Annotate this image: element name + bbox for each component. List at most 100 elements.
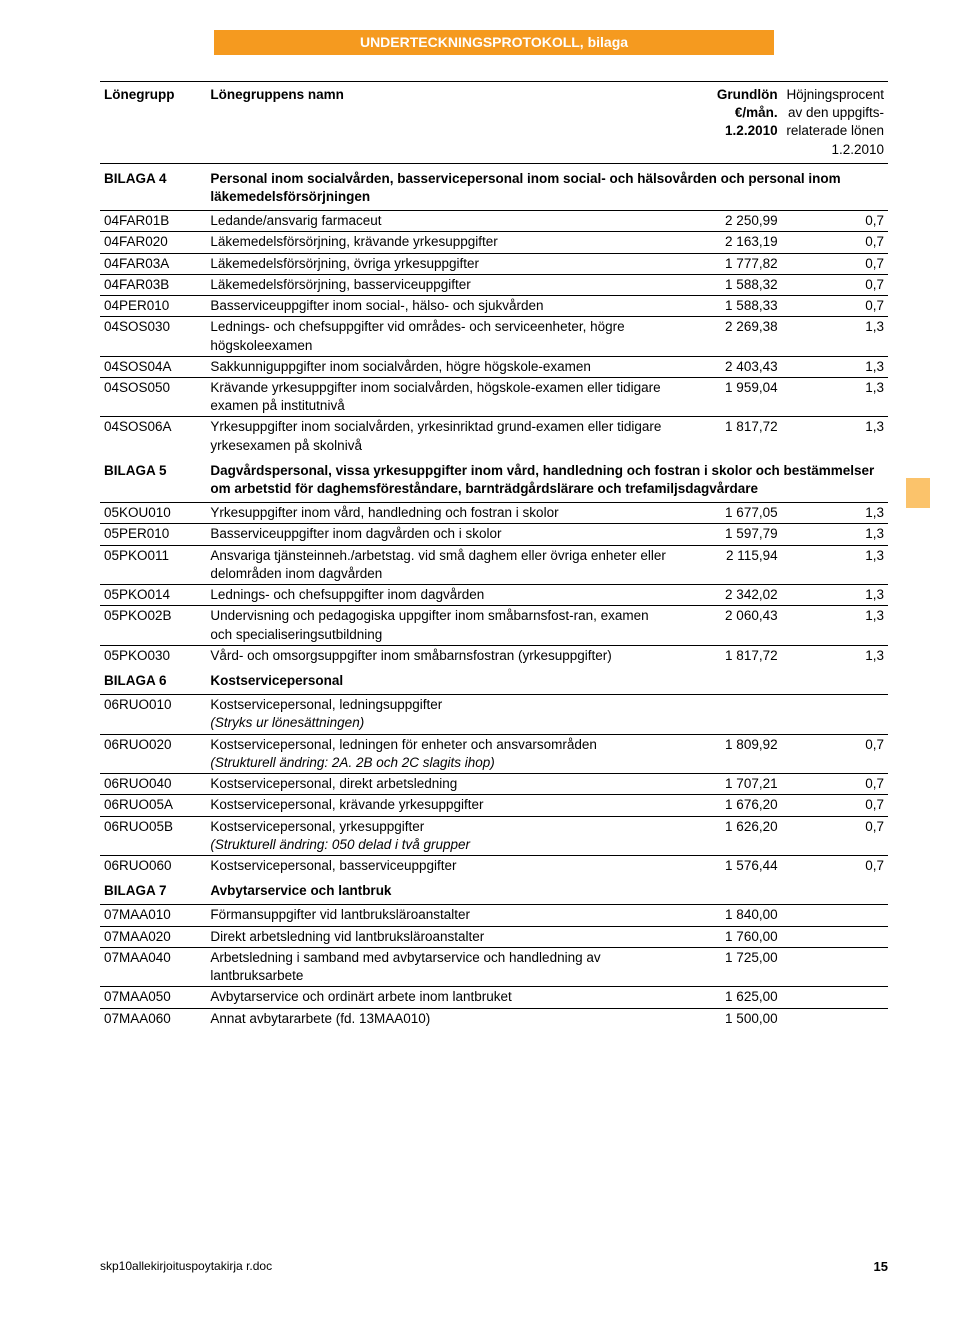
- section-header: BILAGA 7Avbytarservice och lantbruk: [100, 876, 888, 905]
- row-desc: Arbetsledning i samband med avbytarservi…: [206, 947, 671, 986]
- table-row: 04FAR03BLäkemedelsförsörjning, basservic…: [100, 274, 888, 295]
- row-value-2: 0,7: [782, 795, 888, 816]
- table-row: 06RUO05AKostservicepersonal, krävande yr…: [100, 795, 888, 816]
- row-value-2: 1,3: [782, 417, 888, 456]
- row-code: 06RUO040: [100, 774, 206, 795]
- row-value-1: 1 817,72: [671, 645, 781, 666]
- row-value-1: 2 403,43: [671, 356, 781, 377]
- row-value-2: 0,7: [782, 253, 888, 274]
- row-value-1: 2 250,99: [671, 211, 781, 232]
- row-note: (Stryks ur lönesättningen): [210, 715, 364, 730]
- row-value-1: 1 777,82: [671, 253, 781, 274]
- row-value-2: 0,7: [782, 211, 888, 232]
- row-value-2: [782, 1008, 888, 1029]
- table-row: 04SOS06AYrkesuppgifter inom socialvården…: [100, 417, 888, 456]
- footer-filename: skp10allekirjoituspoytakirja r.doc: [100, 1259, 272, 1273]
- table-row: 06RUO040Kostservicepersonal, direkt arbe…: [100, 774, 888, 795]
- row-value-1: 2 342,02: [671, 585, 781, 606]
- hdr-name: Lönegruppens namn: [206, 81, 671, 163]
- row-code: 06RUO05A: [100, 795, 206, 816]
- table-row: 05PKO030Vård- och omsorgsuppgifter inom …: [100, 645, 888, 666]
- row-value-1: 1 817,72: [671, 417, 781, 456]
- row-value-1: 2 269,38: [671, 317, 781, 356]
- row-code: 06RUO010: [100, 695, 206, 734]
- row-desc: Kostservicepersonal, yrkesuppgifter(Stru…: [206, 816, 671, 855]
- row-note: (Strukturell ändring: 050 delad i två gr…: [210, 837, 470, 852]
- row-desc: Läkemedelsförsörjning, övriga yrkesuppgi…: [206, 253, 671, 274]
- table-row: 06RUO060Kostservicepersonal, basserviceu…: [100, 855, 888, 876]
- section-code: BILAGA 4: [100, 163, 206, 210]
- row-desc: Annat avbytararbete (fd. 13MAA010): [206, 1008, 671, 1029]
- row-value-2: [782, 947, 888, 986]
- row-desc: Kostservicepersonal, ledningen för enhet…: [206, 734, 671, 773]
- page-number: 15: [874, 1258, 888, 1276]
- row-code: 06RUO05B: [100, 816, 206, 855]
- row-value-2: 0,7: [782, 816, 888, 855]
- row-desc: Undervisning och pedagogiska uppgifter i…: [206, 606, 671, 645]
- row-note: (Strukturell ändring: 2A. 2B och 2C slag…: [210, 755, 494, 770]
- footer: skp10allekirjoituspoytakirja r.doc 15: [100, 1258, 888, 1274]
- row-desc: Basserviceuppgifter inom dagvården och i…: [206, 524, 671, 545]
- row-code: 04FAR020: [100, 232, 206, 253]
- section-title: Personal inom socialvården, basservicepe…: [206, 163, 888, 210]
- row-code: 06RUO060: [100, 855, 206, 876]
- row-value-2: [782, 905, 888, 926]
- row-desc: Kostservicepersonal, basserviceuppgifter: [206, 855, 671, 876]
- row-value-2: 1,3: [782, 317, 888, 356]
- row-value-1: 1 588,32: [671, 274, 781, 295]
- table-row: 05PKO011Ansvariga tjänsteinneh./arbetsta…: [100, 545, 888, 584]
- row-desc: Vård- och omsorgsuppgifter inom småbarns…: [206, 645, 671, 666]
- row-code: 04SOS04A: [100, 356, 206, 377]
- row-code: 05PER010: [100, 524, 206, 545]
- row-value-2: 0,7: [782, 232, 888, 253]
- table-row: 04FAR020Läkemedelsförsörjning, krävande …: [100, 232, 888, 253]
- section-title: Dagvårdspersonal, vissa yrkesuppgifter i…: [206, 456, 888, 503]
- section-header: BILAGA 4Personal inom socialvården, bass…: [100, 163, 888, 210]
- row-value-1: 1 576,44: [671, 855, 781, 876]
- row-code: 07MAA050: [100, 987, 206, 1008]
- salary-table: Lönegrupp Lönegruppens namn Grundlön €/m…: [100, 81, 888, 1029]
- table-row: 06RUO020Kostservicepersonal, ledningen f…: [100, 734, 888, 773]
- row-value-1: 1 676,20: [671, 795, 781, 816]
- row-desc: Förmansuppgifter vid lantbruksläroanstal…: [206, 905, 671, 926]
- row-desc: Kostservicepersonal, krävande yrkesuppgi…: [206, 795, 671, 816]
- row-value-2: 1,3: [782, 545, 888, 584]
- document-page: UNDERTECKNINGSPROTOKOLL, bilaga Lönegrup…: [0, 0, 960, 1079]
- row-value-2: 0,7: [782, 296, 888, 317]
- row-value-1: [671, 695, 781, 734]
- table-row: 05PKO02BUndervisning och pedagogiska upp…: [100, 606, 888, 645]
- row-code: 07MAA040: [100, 947, 206, 986]
- row-code: 05PKO02B: [100, 606, 206, 645]
- table-row: 05KOU010Yrkesuppgifter inom vård, handle…: [100, 503, 888, 524]
- row-value-2: [782, 926, 888, 947]
- row-code: 05PKO014: [100, 585, 206, 606]
- row-code: 04FAR01B: [100, 211, 206, 232]
- section-header: BILAGA 5Dagvårdspersonal, vissa yrkesupp…: [100, 456, 888, 503]
- row-value-1: 1 725,00: [671, 947, 781, 986]
- row-value-2: 0,7: [782, 274, 888, 295]
- row-desc: Direkt arbetsledning vid lantbruksläroan…: [206, 926, 671, 947]
- row-desc: Yrkesuppgifter inom socialvården, yrkesi…: [206, 417, 671, 456]
- row-value-1: 1 626,20: [671, 816, 781, 855]
- hdr-grundlon: Grundlön €/mån. 1.2.2010: [671, 81, 781, 163]
- table-row: 07MAA020Direkt arbetsledning vid lantbru…: [100, 926, 888, 947]
- section-title: Kostservicepersonal: [206, 666, 671, 695]
- row-desc: Läkemedelsförsörjning, krävande yrkesupp…: [206, 232, 671, 253]
- table-row: 04SOS04ASakkunniguppgifter inom socialvå…: [100, 356, 888, 377]
- row-value-1: 1 500,00: [671, 1008, 781, 1029]
- row-desc: Basserviceuppgifter inom social-, hälso-…: [206, 296, 671, 317]
- table-row: 07MAA010Förmansuppgifter vid lantbrukslä…: [100, 905, 888, 926]
- row-code: 05PKO030: [100, 645, 206, 666]
- table-row: 05PKO014Lednings- och chefsuppgifter ino…: [100, 585, 888, 606]
- row-desc: Lednings- och chefsuppgifter vid områdes…: [206, 317, 671, 356]
- row-value-2: 1,3: [782, 356, 888, 377]
- row-desc: Läkemedelsförsörjning, basserviceuppgift…: [206, 274, 671, 295]
- row-value-1: 2 115,94: [671, 545, 781, 584]
- table-row: 04SOS050Krävande yrkesuppgifter inom soc…: [100, 377, 888, 416]
- row-value-2: 1,3: [782, 606, 888, 645]
- row-desc: Kostservicepersonal, direkt arbetslednin…: [206, 774, 671, 795]
- row-value-2: [782, 987, 888, 1008]
- table-row: 07MAA040Arbetsledning i samband med avby…: [100, 947, 888, 986]
- table-row: 07MAA060Annat avbytararbete (fd. 13MAA01…: [100, 1008, 888, 1029]
- row-code: 05PKO011: [100, 545, 206, 584]
